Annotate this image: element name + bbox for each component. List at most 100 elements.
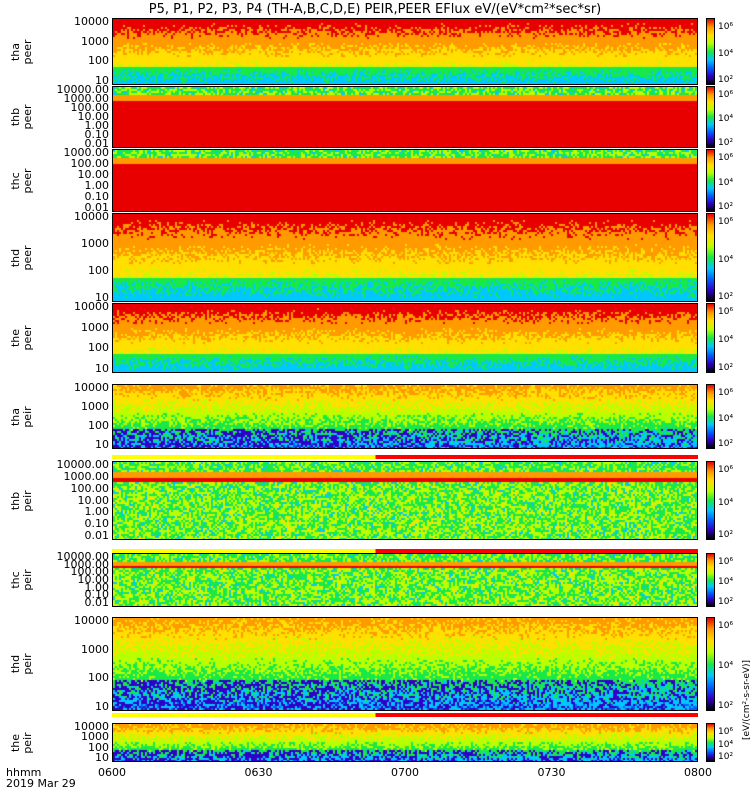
xtick-label: 0630 [244, 766, 273, 779]
spectrogram-canvas [113, 19, 697, 84]
ytick-label: 1000.00 [63, 469, 110, 483]
ytick-label: 1000.00 [63, 92, 110, 105]
ytick-label: 100 [88, 54, 109, 68]
ytick-label: 10000.00 [56, 550, 110, 563]
colorbar-tick-label: 10⁶ [718, 307, 734, 317]
colorbar [706, 149, 715, 212]
quality-flag-strip [112, 455, 698, 459]
colorbar-tick-label: 10⁶ [718, 727, 734, 737]
spectrogram-the-peir [112, 723, 698, 762]
colorbar-tick-label: 10⁴ [718, 254, 734, 265]
ytick-label: 10000 [74, 15, 109, 28]
ylabel-species: peir [21, 653, 34, 675]
spectrogram-canvas [113, 304, 697, 372]
spectrogram-thb-peer [112, 86, 698, 148]
ytick-label: 0.10 [84, 517, 110, 531]
ytick-label: 10000 [74, 210, 109, 223]
ytick-label: 100 [88, 419, 109, 432]
panel-ylabel: the peir [9, 713, 34, 773]
ylabel-species: peir [21, 405, 34, 428]
colorbar-tick-label: 10⁴ [718, 661, 734, 671]
colorbar-tick-label: 10⁴ [718, 177, 734, 188]
ytick-label: 100 [88, 264, 109, 277]
colorbar-tick-label: 10² [718, 138, 734, 148]
ytick-label: 1.00 [84, 580, 110, 594]
footer-hhmm: hhmm [6, 766, 42, 779]
ytick-label: 100.00 [70, 101, 110, 114]
ylabel-species: peer [21, 325, 34, 351]
colorbar [706, 86, 715, 148]
ytick-label: 1.00 [84, 179, 110, 192]
colorbar-tick-label: 10⁴ [718, 335, 734, 345]
xtick-label: 0800 [684, 766, 712, 779]
ytick-label: 1000 [81, 400, 109, 413]
xtick-label: 0730 [537, 766, 566, 779]
footer-date: 2019 Mar 29 [6, 777, 76, 790]
spectrogram-thd-peir [112, 617, 698, 711]
ytick-label: 10000.00 [56, 83, 110, 96]
ylabel-species: peir [21, 569, 34, 591]
colorbar-tick-label: 10⁶ [718, 557, 734, 567]
chart-title: P5, P1, P2, P3, P4 (TH-A,B,C,D,E) PEIR,P… [148, 2, 602, 17]
ytick-label: 0.10 [84, 190, 110, 203]
colorbar-tick-label: 10⁶ [718, 388, 734, 398]
ytick-label: 1000.00 [63, 557, 110, 571]
colorbar-tick-label: 10⁴ [718, 577, 734, 587]
panel-ylabel: thb peer [9, 87, 34, 147]
ytick-label: 1000 [81, 34, 109, 48]
ytick-label: 0.01 [84, 137, 110, 150]
colorbar-tick-label: 10⁴ [718, 114, 734, 124]
ytick-label: 10 [95, 700, 109, 713]
panel-ylabel: tha peir [9, 387, 34, 447]
ylabel-species: peer [21, 167, 34, 194]
xtick-label: 0700 [391, 766, 419, 779]
panel-ylabel: the peer [9, 308, 34, 368]
colorbar-tick-label: 10⁴ [718, 739, 734, 750]
panel-ylabel: thc peir [9, 550, 34, 610]
ylabel-species: peer [21, 244, 34, 271]
colorbar-tick-label: 10² [718, 701, 734, 711]
spectrogram-canvas [113, 554, 697, 606]
colorbar-tick-label: 10⁴ [718, 497, 734, 508]
ytick-label: 100.00 [70, 565, 110, 579]
ytick-label: 1.00 [84, 505, 110, 519]
ytick-label: 10.00 [77, 573, 110, 586]
colorbar-tick-label: 10² [718, 597, 734, 607]
spectrogram-canvas [113, 385, 697, 448]
ytick-label: 100.00 [70, 481, 110, 495]
ytick-label: 10.00 [77, 110, 110, 123]
ytick-label: 10 [95, 438, 109, 451]
ytick-label: 10000 [74, 381, 109, 394]
spectrogram-the-peer [112, 303, 698, 373]
units-label: [eV/(cm²-s-sr-eV)] [742, 659, 750, 740]
ylabel-species: peir [21, 489, 34, 512]
panel-ylabel: thd peir [9, 634, 34, 694]
panel-ylabel: tha peer [9, 22, 34, 82]
colorbar [706, 18, 715, 85]
ytick-label: 1.00 [84, 119, 110, 132]
colorbar [706, 461, 715, 540]
colorbar-tick-label: 10² [718, 530, 734, 540]
spectrogram-tha-peer [112, 18, 698, 85]
ytick-label: 10 [95, 291, 109, 304]
spectrogram-tha-peir [112, 384, 698, 449]
colorbar-tick-label: 10² [718, 439, 734, 449]
quality-flag-strip [112, 713, 698, 717]
ytick-label: 1000 [81, 320, 109, 334]
ytick-label: 10000.00 [56, 458, 110, 471]
spectrogram-canvas [113, 724, 697, 761]
ytick-label: 100 [88, 740, 109, 754]
colorbar-tick-label: 10² [718, 75, 734, 85]
ylabel-species: peir [21, 731, 34, 754]
ylabel-species: peer [21, 38, 34, 65]
colorbar-tick-label: 10⁶ [718, 217, 734, 227]
panel-ylabel: thc peer [9, 151, 34, 211]
spectrogram-canvas [113, 214, 697, 301]
ytick-label: 1000 [81, 642, 109, 656]
ytick-label: 10 [95, 74, 109, 87]
colorbar-tick-label: 10⁶ [718, 465, 734, 475]
colorbar-tick-label: 10⁶ [718, 22, 734, 32]
colorbar [706, 303, 715, 373]
spectrogram-thd-peer [112, 213, 698, 302]
